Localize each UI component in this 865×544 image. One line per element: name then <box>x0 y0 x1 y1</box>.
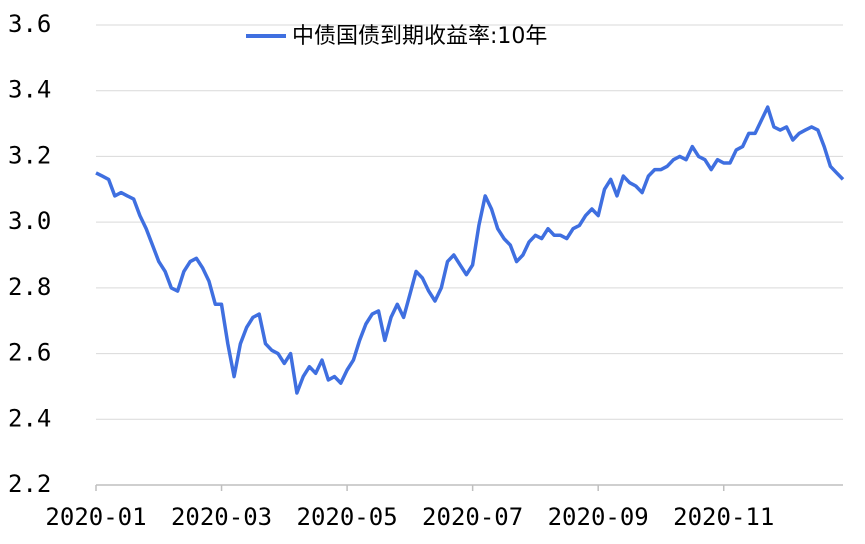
x-tick-label: 2020-11 <box>673 503 774 531</box>
x-tick-label: 2020-03 <box>171 503 272 531</box>
y-tick-label: 3.6 <box>8 10 51 38</box>
legend-label: 中债国债到期收益率:10年 <box>292 24 547 49</box>
y-tick-label: 3.0 <box>8 207 51 235</box>
data-line <box>95 105 845 395</box>
x-tick-label: 2020-05 <box>297 503 398 531</box>
x-tick-label: 2020-01 <box>45 503 146 531</box>
y-tick-label: 2.6 <box>8 339 51 367</box>
y-tick-label: 3.4 <box>8 76 51 104</box>
y-tick-label: 2.4 <box>8 404 51 432</box>
x-tick-label: 2020-07 <box>422 503 523 531</box>
y-tick-label: 2.8 <box>8 273 51 301</box>
y-tick-label: 2.2 <box>8 470 51 498</box>
x-tick-label: 2020-09 <box>548 503 649 531</box>
y-tick-label: 3.2 <box>8 141 51 169</box>
